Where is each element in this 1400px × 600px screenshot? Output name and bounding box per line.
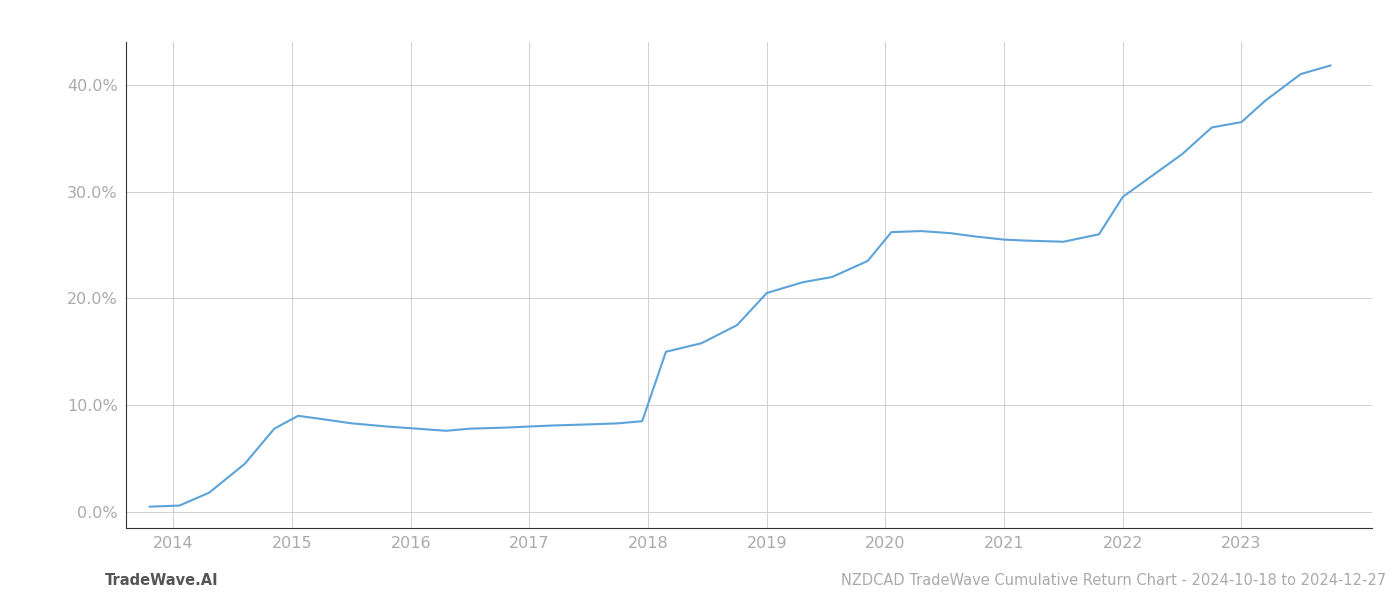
- Text: NZDCAD TradeWave Cumulative Return Chart - 2024-10-18 to 2024-12-27: NZDCAD TradeWave Cumulative Return Chart…: [841, 573, 1386, 588]
- Text: TradeWave.AI: TradeWave.AI: [105, 573, 218, 588]
